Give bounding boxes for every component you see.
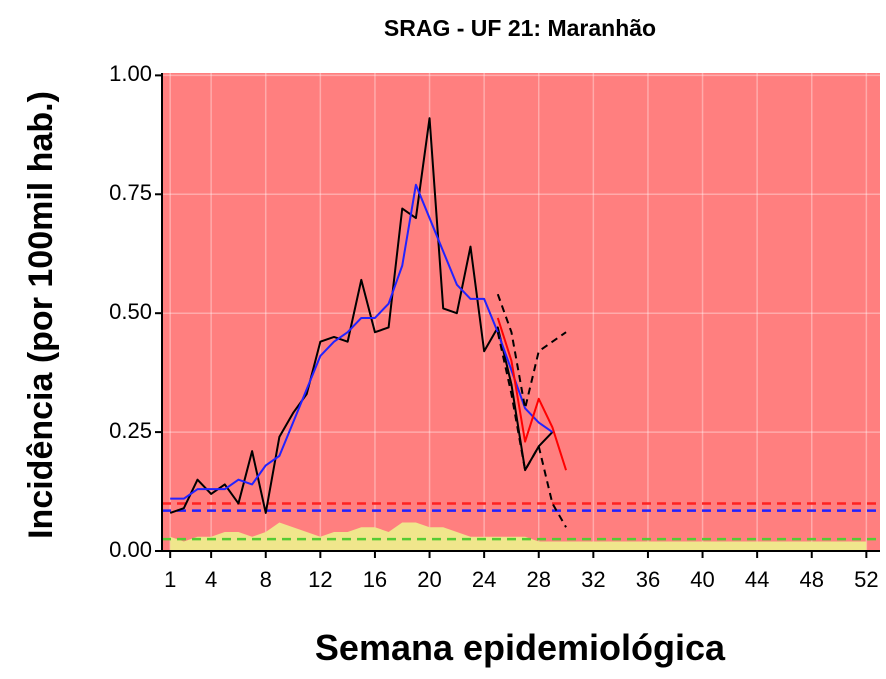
x-tick-label: 4 [205,567,217,592]
x-tick-label: 40 [690,567,714,592]
series-line [169,117,554,514]
y-tick-label: 1.00 [109,61,152,86]
x-tick-label: 48 [800,567,824,592]
y-axis-label: Incidência (por 100mil hab.) [22,91,60,539]
y-tick-label: 0.00 [109,537,152,562]
x-tick-label: 32 [581,567,605,592]
x-tick-label: 8 [260,567,272,592]
x-tick-label: 28 [527,567,551,592]
plot-background [162,73,880,551]
chart-title: SRAG - UF 21: Maranhão [384,15,656,41]
x-tick-label: 24 [472,567,496,592]
series-line [170,183,553,500]
y-tick-label: 0.25 [109,418,152,443]
x-tick-label: 52 [854,567,878,592]
x-axis-label: Semana epidemiológica [315,627,726,668]
x-tick-label: 1 [164,567,176,592]
series-line [496,331,567,528]
x-tick-label: 44 [745,567,769,592]
y-tick-label: 0.75 [109,180,152,205]
x-tick-label: 20 [417,567,441,592]
x-tick-label: 12 [308,567,332,592]
series-line [496,293,567,410]
x-tick-label: 36 [636,567,660,592]
x-tick-label: 16 [363,567,387,592]
area [170,522,867,551]
series-line [496,317,567,471]
y-tick-label: 0.50 [109,299,152,324]
